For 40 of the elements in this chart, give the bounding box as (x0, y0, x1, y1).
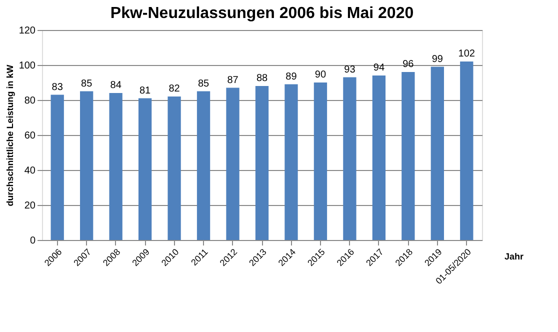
bar (226, 88, 240, 240)
bar (50, 94, 64, 240)
data-label: 85 (81, 78, 93, 90)
bar (196, 91, 210, 240)
bar (460, 62, 474, 240)
data-label: 84 (110, 80, 122, 91)
bar (168, 96, 181, 240)
bar (109, 93, 122, 240)
data-label: 94 (373, 62, 385, 74)
data-label: 90 (314, 70, 326, 80)
data-label: 96 (402, 59, 414, 70)
bar (343, 77, 356, 240)
x-axis-title: Jahr (504, 252, 524, 262)
y-tick-label: 100 (18, 60, 36, 72)
data-label: 85 (198, 78, 210, 90)
bar (402, 72, 415, 240)
y-tick-label: 20 (24, 200, 36, 212)
y-tick-label: 0 (30, 236, 36, 246)
bar (80, 91, 94, 240)
y-axis-title: durchschnittliche Leistung in kW (4, 64, 15, 206)
data-label: 83 (52, 82, 64, 93)
data-label: 93 (344, 64, 356, 76)
bar (284, 84, 298, 240)
bar (372, 76, 386, 240)
y-tick-label: 120 (18, 26, 36, 36)
y-tick-label: 80 (24, 96, 36, 106)
data-label: 82 (168, 84, 180, 94)
data-label: 102 (458, 48, 476, 60)
data-label: 99 (432, 54, 444, 65)
data-label: 87 (227, 74, 239, 86)
chart-title: Pkw-Neuzulassungen 2006 bis Mai 2020 (110, 5, 414, 22)
data-label: 89 (286, 71, 298, 82)
bar (314, 82, 328, 240)
bar (430, 66, 444, 240)
data-label: 81 (139, 85, 152, 96)
bar (255, 86, 269, 240)
bar (138, 98, 152, 240)
data-label: 88 (256, 73, 268, 84)
y-tick-label: 40 (24, 166, 36, 176)
y-tick-label: 60 (24, 130, 36, 142)
